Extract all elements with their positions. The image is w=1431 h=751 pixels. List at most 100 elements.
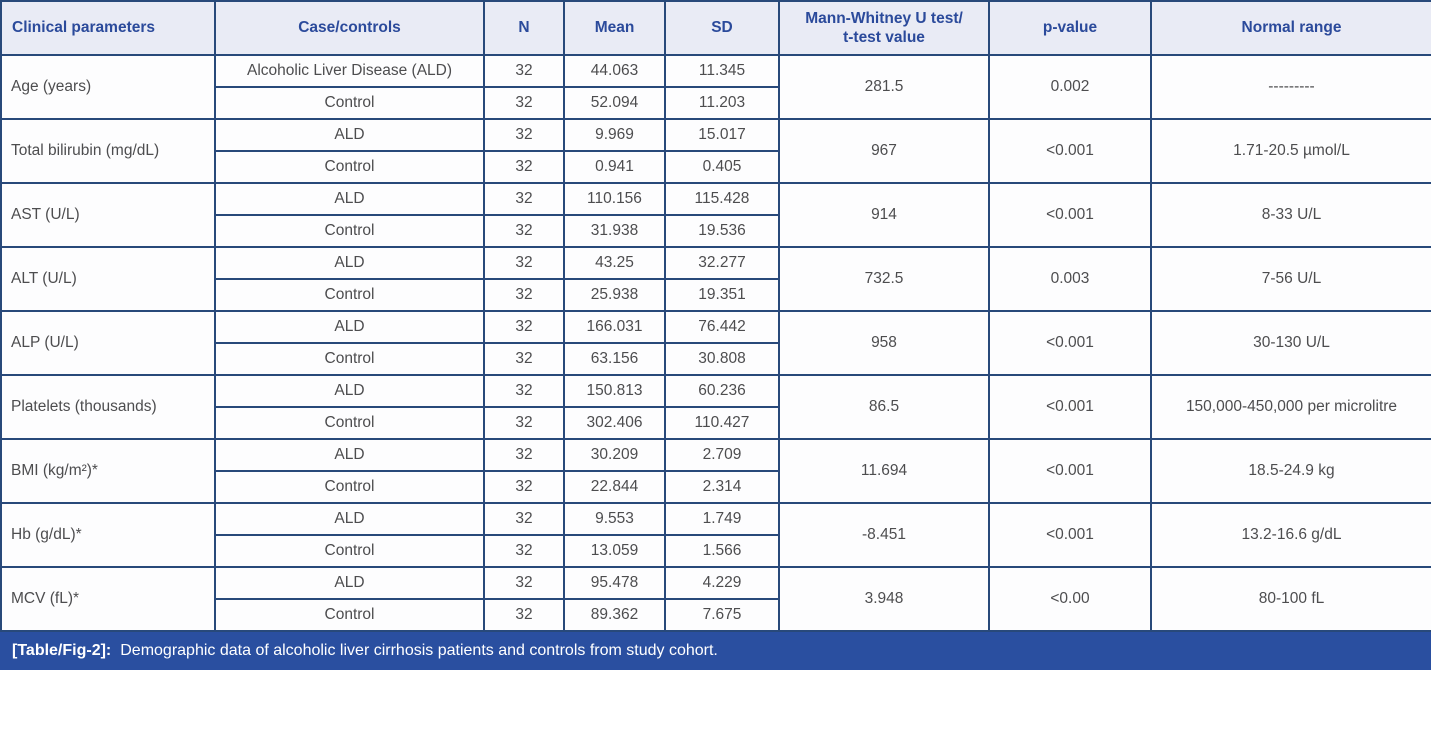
cell-clinical-parameter: ALT (U/L) xyxy=(0,246,216,312)
cell-mean: 150.813 xyxy=(563,374,666,408)
cell-sd: 0.405 xyxy=(664,150,780,184)
cell-case-control: ALD xyxy=(214,438,485,472)
table-row: ALT (U/L) ALD 32 43.25 32.277 732.5 0.00… xyxy=(0,246,1431,312)
table-row: Control 32 31.938 19.536 xyxy=(1,214,1431,248)
cell-test-value: 3.948 xyxy=(778,566,990,632)
table-row: BMI (kg/m²)* ALD 32 30.209 2.709 11.694 … xyxy=(0,438,1431,504)
cell-case-control: Alcoholic Liver Disease (ALD) xyxy=(214,54,485,88)
cell-sd: 11.203 xyxy=(664,86,780,120)
cell-n: 32 xyxy=(483,214,565,248)
table-row: Control 32 25.938 19.351 xyxy=(1,278,1431,312)
cell-mean: 0.941 xyxy=(563,150,666,184)
header-clinical-parameters: Clinical parameters xyxy=(0,0,216,56)
cell-sd: 4.229 xyxy=(664,566,780,600)
cell-mean: 25.938 xyxy=(563,278,666,312)
cell-mean: 89.362 xyxy=(563,598,666,632)
cell-case-control: Control xyxy=(214,214,485,248)
cell-normal-range: 30-130 U/L xyxy=(1150,310,1431,376)
cell-test-value: 281.5 xyxy=(778,54,990,120)
header-normal-range: Normal range xyxy=(1150,0,1431,56)
cell-p-value: <0.00 xyxy=(988,566,1152,632)
header-test-value-line2: t-test value xyxy=(843,29,925,46)
cell-test-value: 732.5 xyxy=(778,246,990,312)
cell-clinical-parameter: Platelets (thousands) xyxy=(0,374,216,440)
cell-normal-range: 18.5-24.9 kg xyxy=(1150,438,1431,504)
cell-n: 32 xyxy=(483,534,565,568)
cell-case-control: Control xyxy=(214,598,485,632)
header-n: N xyxy=(483,0,565,56)
table-row: Control 32 52.094 11.203 xyxy=(1,86,1431,120)
cell-mean: 44.063 xyxy=(563,54,666,88)
table-row: Control 32 22.844 2.314 xyxy=(1,470,1431,504)
cell-clinical-parameter: Age (years) xyxy=(0,54,216,120)
table-row: Age (years) Alcoholic Liver Disease (ALD… xyxy=(0,54,1431,120)
cell-p-value: <0.001 xyxy=(988,438,1152,504)
header-sd: SD xyxy=(664,0,780,56)
caption-text: Demographic data of alcoholic liver cirr… xyxy=(120,642,718,659)
cell-case-control: Control xyxy=(214,342,485,376)
cell-sd: 1.749 xyxy=(664,502,780,536)
table-row: Control 32 302.406 110.427 xyxy=(1,406,1431,440)
table-row: Platelets (thousands) ALD 32 150.813 60.… xyxy=(0,374,1431,440)
cell-sd: 7.675 xyxy=(664,598,780,632)
cell-sd: 19.536 xyxy=(664,214,780,248)
cell-mean: 13.059 xyxy=(563,534,666,568)
cell-clinical-parameter: ALP (U/L) xyxy=(0,310,216,376)
cell-case-control: Control xyxy=(214,470,485,504)
table-row: Total bilirubin (mg/dL) ALD 32 9.969 15.… xyxy=(0,118,1431,184)
cell-mean: 9.553 xyxy=(563,502,666,536)
cell-n: 32 xyxy=(483,182,565,216)
cell-test-value: 967 xyxy=(778,118,990,184)
table-header-row: Clinical parameters Case/controls N Mean… xyxy=(0,0,1431,56)
header-p-value: p-value xyxy=(988,0,1152,56)
cell-case-control: Control xyxy=(214,278,485,312)
table-row: Control 32 89.362 7.675 xyxy=(1,598,1431,632)
cell-n: 32 xyxy=(483,54,565,88)
cell-test-value: 11.694 xyxy=(778,438,990,504)
cell-mean: 43.25 xyxy=(563,246,666,280)
cell-n: 32 xyxy=(483,278,565,312)
cell-test-value: 86.5 xyxy=(778,374,990,440)
cell-normal-range: 8-33 U/L xyxy=(1150,182,1431,248)
cell-sd: 32.277 xyxy=(664,246,780,280)
cell-normal-range: 13.2-16.6 g/dL xyxy=(1150,502,1431,568)
cell-case-control: ALD xyxy=(214,566,485,600)
cell-clinical-parameter: Hb (g/dL)* xyxy=(0,502,216,568)
cell-mean: 302.406 xyxy=(563,406,666,440)
cell-clinical-parameter: Total bilirubin (mg/dL) xyxy=(0,118,216,184)
demographics-table: Clinical parameters Case/controls N Mean… xyxy=(0,0,1431,632)
cell-sd: 30.808 xyxy=(664,342,780,376)
cell-case-control: Control xyxy=(214,150,485,184)
cell-mean: 9.969 xyxy=(563,118,666,152)
cell-sd: 76.442 xyxy=(664,310,780,344)
cell-sd: 115.428 xyxy=(664,182,780,216)
cell-sd: 110.427 xyxy=(664,406,780,440)
cell-sd: 11.345 xyxy=(664,54,780,88)
cell-mean: 52.094 xyxy=(563,86,666,120)
cell-case-control: ALD xyxy=(214,502,485,536)
cell-p-value: 0.003 xyxy=(988,246,1152,312)
cell-case-control: Control xyxy=(214,406,485,440)
cell-p-value: 0.002 xyxy=(988,54,1152,120)
cell-normal-range: 1.71-20.5 µmol/L xyxy=(1150,118,1431,184)
cell-n: 32 xyxy=(483,438,565,472)
cell-sd: 1.566 xyxy=(664,534,780,568)
cell-n: 32 xyxy=(483,86,565,120)
cell-n: 32 xyxy=(483,118,565,152)
cell-clinical-parameter: MCV (fL)* xyxy=(0,566,216,632)
table-row: MCV (fL)* ALD 32 95.478 4.229 3.948 <0.0… xyxy=(0,566,1431,632)
cell-mean: 22.844 xyxy=(563,470,666,504)
table-caption: [Table/Fig-2]: Demographic data of alcoh… xyxy=(0,632,1431,670)
cell-case-control: ALD xyxy=(214,246,485,280)
cell-n: 32 xyxy=(483,566,565,600)
cell-p-value: <0.001 xyxy=(988,502,1152,568)
cell-sd: 60.236 xyxy=(664,374,780,408)
cell-n: 32 xyxy=(483,502,565,536)
cell-n: 32 xyxy=(483,246,565,280)
header-test-value-line1: Mann-Whitney U test/ xyxy=(805,9,963,27)
cell-normal-range: 7-56 U/L xyxy=(1150,246,1431,312)
bottom-margin xyxy=(0,670,1431,751)
cell-normal-range: 80-100 fL xyxy=(1150,566,1431,632)
cell-test-value: -8.451 xyxy=(778,502,990,568)
